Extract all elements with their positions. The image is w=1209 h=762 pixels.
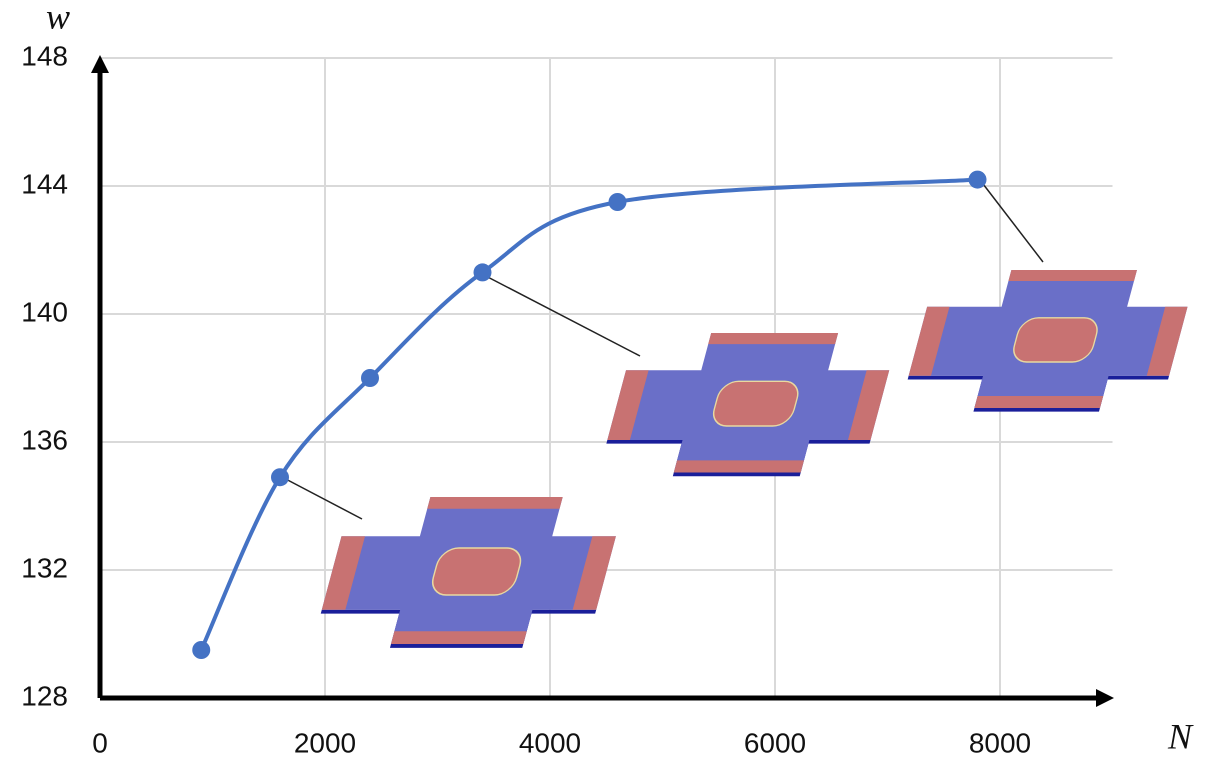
y-tick-label: 132 [21, 552, 68, 583]
y-tick-label: 136 [21, 424, 68, 455]
x-axis-arrow [1096, 689, 1114, 707]
data-point [192, 641, 210, 659]
data-point [271, 468, 289, 486]
x-axis-title: N [1167, 716, 1194, 756]
connector [980, 180, 1043, 262]
y-tick-label: 128 [21, 680, 68, 711]
data-point [969, 171, 987, 189]
inset-plate [598, 333, 900, 476]
y-tick-label: 140 [21, 296, 68, 327]
y-tick-label: 144 [21, 168, 68, 199]
x-tick-label: 4000 [519, 727, 581, 758]
inset-plate [899, 270, 1197, 412]
x-tick-label: 8000 [969, 727, 1031, 758]
x-tick-label: 0 [92, 727, 108, 758]
x-tick-label: 2000 [294, 727, 356, 758]
data-point [361, 369, 379, 387]
x-tick-label: 6000 [744, 727, 806, 758]
data-point [609, 193, 627, 211]
inset-images [280, 180, 1197, 648]
connector [280, 476, 362, 519]
chart: N w 128 132 136 140 144 148 0 2000 4000 6000 8000 [0, 0, 1209, 762]
y-axis-title: w [46, 0, 70, 36]
inset-plate [312, 497, 627, 648]
y-tick-label: 148 [21, 40, 68, 71]
data-point [474, 263, 492, 281]
axes [91, 55, 1114, 707]
